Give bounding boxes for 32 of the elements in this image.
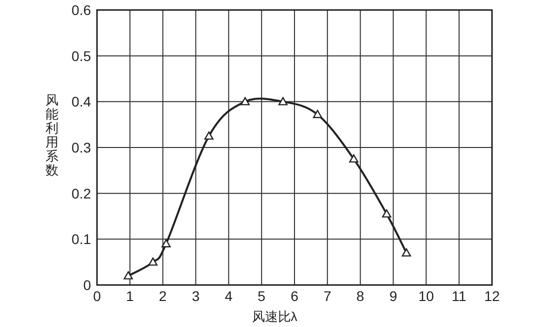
point xyxy=(204,131,214,140)
y-tick-label: 0.5 xyxy=(72,48,92,64)
y-tick-label: 0.2 xyxy=(72,185,92,202)
x-tick-label: 10 xyxy=(418,288,434,304)
x-tick-label: 12 xyxy=(484,288,500,304)
y-tick-label: 0.4 xyxy=(72,94,92,110)
x-tick-label: 5 xyxy=(258,288,266,304)
x-axis-title: 风速比λ xyxy=(252,309,298,324)
x-tick-label: 0 xyxy=(93,288,102,304)
y-tick-label: 0.6 xyxy=(72,2,92,18)
point xyxy=(162,239,171,248)
y-tick-label: 0.1 xyxy=(72,231,92,248)
point xyxy=(278,97,288,106)
point xyxy=(240,97,250,106)
x-tick-label: 11 xyxy=(452,288,467,304)
x-tick-label: 2 xyxy=(158,288,167,304)
x-tick-label: 7 xyxy=(324,288,332,304)
point xyxy=(124,271,133,280)
x-tick-label: 9 xyxy=(389,288,398,304)
x-tick-label: 3 xyxy=(192,288,200,304)
point xyxy=(312,110,322,118)
x-tick-label: 1 xyxy=(126,288,134,304)
y-tick-label: 0.3 xyxy=(72,140,92,156)
point xyxy=(382,209,392,218)
y-tick-label: 0 xyxy=(83,277,92,293)
point xyxy=(402,248,412,257)
x-tick-label: 8 xyxy=(356,288,364,304)
point xyxy=(349,154,358,163)
x-tick-label: 6 xyxy=(290,288,299,304)
y-axis-title: 风能利用系数 xyxy=(46,92,58,178)
point xyxy=(148,257,158,266)
x-tick-label: 4 xyxy=(224,288,233,304)
